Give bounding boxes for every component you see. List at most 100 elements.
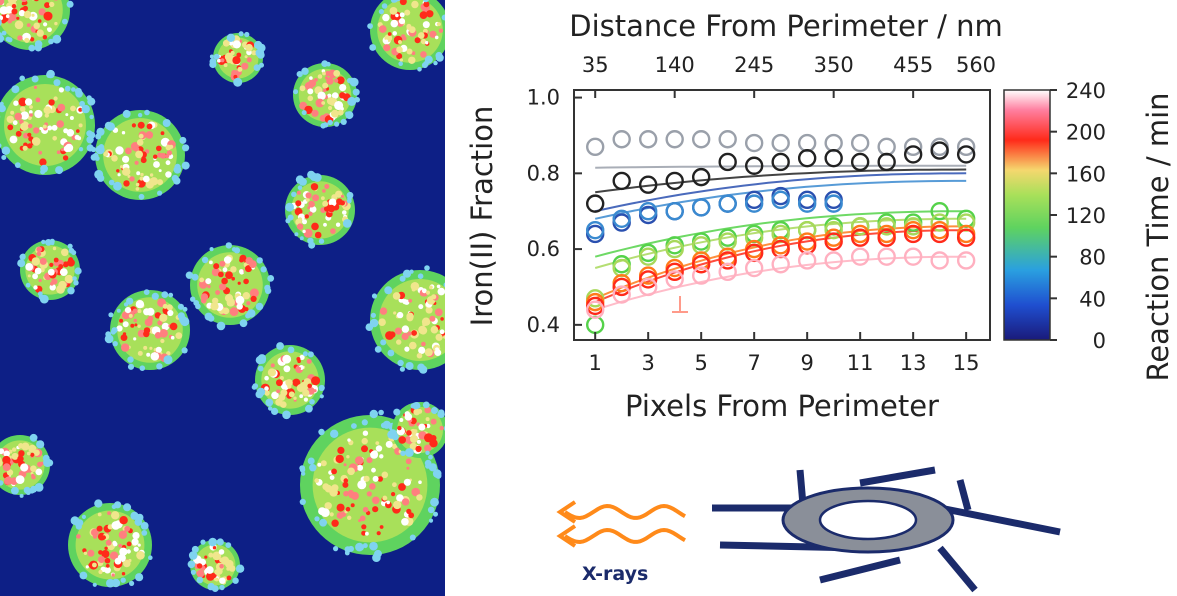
particle-speckle: [416, 439, 421, 444]
particle-speckle: [322, 71, 326, 76]
particle-edge: [255, 302, 264, 311]
particle-edge: [1, 155, 7, 160]
particle-speckle: [29, 113, 33, 117]
particle-speckle: [329, 512, 334, 517]
particle-speckle: [307, 383, 313, 389]
particle-speckle: [311, 109, 319, 117]
particle-speckle: [107, 524, 113, 530]
data-point: [771, 186, 790, 206]
particle-speckle: [434, 349, 442, 356]
particle-speckle: [31, 13, 35, 17]
data-point: [585, 194, 605, 213]
particle-speckle: [21, 0, 26, 2]
data-point: [665, 236, 684, 255]
particle-edge: [435, 51, 443, 60]
particle-speckle: [33, 22, 40, 30]
particle-speckle: [0, 15, 4, 21]
particle-edge: [75, 90, 83, 98]
particle-speckle: [20, 122, 29, 131]
particle-speckle: [66, 129, 75, 137]
x-tick-label: 9: [800, 351, 813, 375]
data-point: [930, 224, 949, 244]
particle-speckle: [146, 181, 150, 185]
particle-speckle: [33, 285, 38, 290]
particle-speckle: [322, 189, 326, 193]
particle-edge: [86, 130, 93, 137]
particle-speckle: [15, 130, 22, 137]
particle-speckle: [436, 22, 441, 27]
data-point: [718, 262, 737, 282]
particle-speckle: [324, 184, 330, 189]
particle-speckle: [36, 246, 42, 253]
particle-speckle: [159, 313, 168, 322]
particle-speckle: [38, 278, 42, 283]
particle-speckle: [331, 468, 337, 475]
particle-speckle: [393, 500, 402, 510]
xray-wave-arrowhead: [556, 500, 577, 524]
particle-edge: [264, 284, 271, 292]
particle-edge: [98, 144, 105, 150]
particle-edge: [64, 85, 71, 92]
particle-speckle: [31, 257, 40, 266]
particle-speckle: [321, 101, 326, 105]
particle-speckle: [43, 11, 53, 21]
particle-speckle: [437, 287, 445, 296]
particle-speckle: [392, 292, 401, 300]
colorbar-ticks: 0 40 80 120 160 200 240: [1050, 79, 1106, 353]
particle-speckle: [54, 21, 58, 26]
particle-speckle: [334, 101, 343, 110]
x-tick-label: 5: [694, 351, 707, 375]
particle-speckle: [418, 32, 425, 39]
particle-edge: [233, 77, 243, 87]
particle-speckle: [124, 307, 132, 314]
particle-speckle: [304, 214, 309, 219]
frame-bar: [939, 504, 1061, 536]
particle-speckle: [29, 37, 35, 42]
particle-speckle: [107, 511, 111, 515]
particle-speckle: [350, 503, 355, 508]
particle-edge: [1, 30, 7, 36]
particle-speckle: [406, 430, 412, 436]
particle-speckle: [2, 463, 11, 472]
particle-speckle: [65, 113, 69, 117]
particle-speckle: [29, 105, 33, 109]
particle-speckle: [394, 327, 402, 335]
particle-speckle: [323, 222, 327, 227]
particle-speckle: [12, 120, 18, 126]
particle-speckle: [287, 384, 292, 389]
y-tick-label: 0.6: [527, 237, 560, 261]
particle-edge: [310, 173, 318, 181]
particle-speckle: [136, 171, 141, 176]
particle-speckle: [139, 176, 144, 181]
particle-speckle: [264, 386, 269, 391]
particle-edge: [105, 331, 112, 338]
particle-edge: [196, 576, 204, 584]
particle-speckle: [230, 266, 237, 273]
sample-holder-diagram: [712, 466, 1061, 593]
particle-edge: [226, 33, 236, 42]
particle-speckle: [204, 555, 208, 559]
particle-speckle: [159, 329, 168, 338]
particle-speckle: [383, 44, 391, 52]
particle-speckle: [379, 25, 387, 33]
particle-speckle: [401, 518, 409, 526]
particle-speckle: [137, 543, 141, 547]
particle-speckle: [328, 198, 337, 207]
particle-edge: [424, 265, 430, 271]
particle-edge: [254, 40, 263, 50]
particle-speckle: [149, 177, 159, 186]
particle-speckle: [149, 346, 153, 350]
particle-edge: [433, 511, 438, 517]
particle-edge: [255, 390, 264, 399]
particle-edge: [422, 401, 430, 409]
particle-speckle: [393, 311, 397, 315]
particle-edge: [28, 44, 36, 52]
particle-speckle: [396, 339, 402, 345]
particle-speckle: [328, 105, 333, 111]
particle-edge: [94, 169, 104, 179]
particle-speckle: [218, 271, 224, 278]
data-point: [771, 255, 790, 274]
particle-edge: [182, 306, 188, 312]
particle-edge: [74, 267, 82, 275]
